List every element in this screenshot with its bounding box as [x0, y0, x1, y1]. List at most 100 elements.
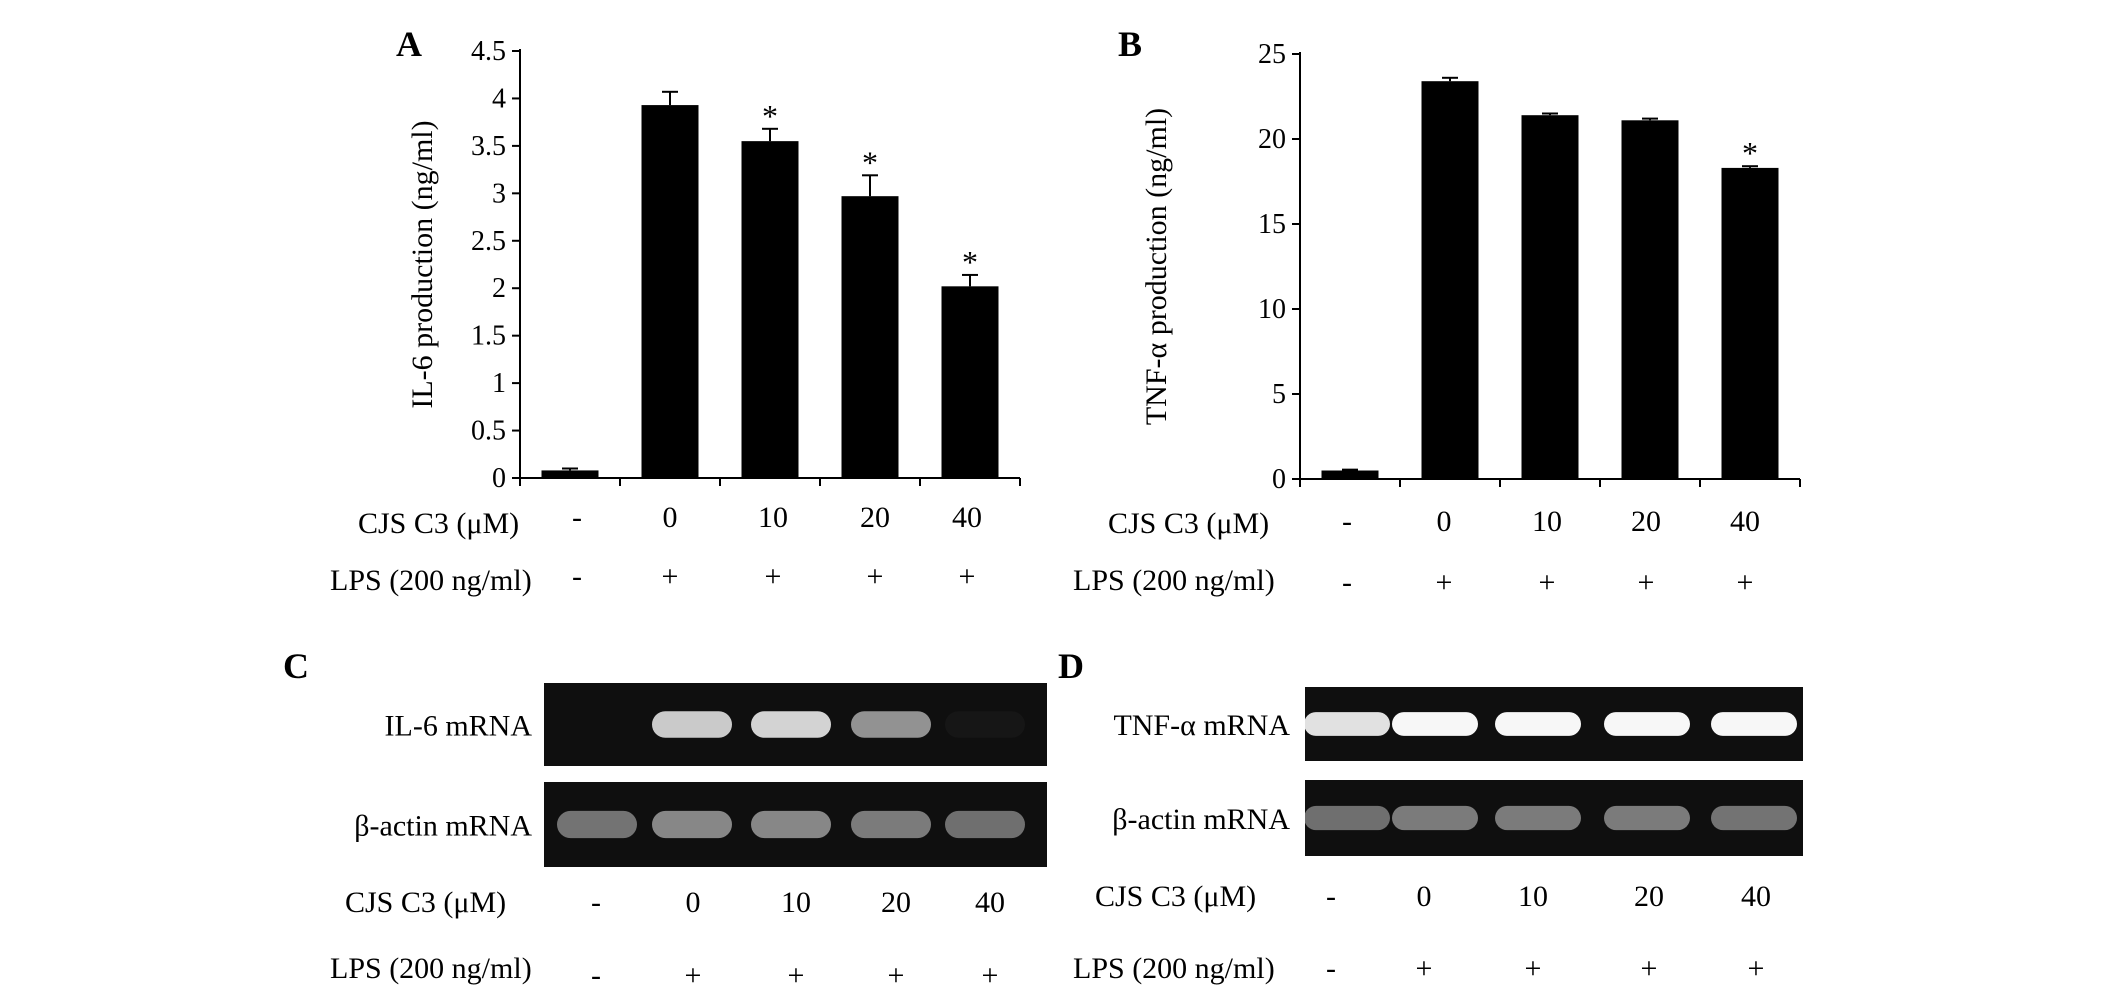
lps-condition-value: +	[1436, 566, 1453, 599]
cjs-condition-value: 10	[781, 886, 811, 919]
bar	[1721, 167, 1779, 479]
bar	[741, 141, 799, 478]
lps-row-label-c: LPS (200 ng/ml)	[330, 952, 532, 985]
gel-band	[1711, 712, 1797, 736]
gel-band-label: IL-6 mRNA	[385, 710, 533, 743]
cjs-row-label-a: CJS C3 (μM)	[358, 507, 519, 540]
bar	[641, 105, 699, 478]
y-tick-label: 4.5	[471, 36, 506, 67]
panel-label-d: D	[1058, 646, 1084, 686]
y-tick-label: 4	[492, 83, 506, 114]
bar	[1421, 81, 1479, 479]
cjs-condition-value: 10	[1532, 505, 1562, 538]
y-axis-label: IL-6 production (ng/ml)	[406, 120, 439, 408]
y-tick-label: 15	[1258, 209, 1286, 240]
lps-condition-value: +	[1638, 566, 1655, 599]
tnf-bar-chart: 0 5 10 15 20 25 * TNF-α production (ng/ml)	[1140, 39, 1801, 495]
bar	[841, 196, 899, 478]
gel-band	[945, 711, 1025, 738]
gel-band	[1392, 805, 1478, 831]
gel-band	[751, 711, 831, 738]
panel-label-c: C	[283, 646, 309, 686]
cjs-condition-value: 10	[758, 501, 788, 534]
lps-condition-value: -	[1342, 566, 1352, 599]
lps-condition-value: +	[1641, 952, 1658, 985]
significance-star: *	[1742, 135, 1758, 171]
y-tick-label: 0.5	[471, 416, 506, 447]
lps-condition-value: +	[867, 560, 884, 593]
gel-c: IL-6 mRNA β-actin mRNA	[354, 683, 1047, 867]
y-tick-label: 0	[492, 463, 506, 494]
cjs-condition-value: 20	[881, 886, 911, 919]
significance-star: *	[862, 144, 878, 180]
bar	[1321, 470, 1379, 479]
cjs-row-label-b: CJS C3 (μM)	[1108, 507, 1269, 540]
y-tick-label: 5	[1272, 379, 1286, 410]
gel-band	[751, 810, 831, 839]
lps-condition-value: +	[959, 560, 976, 593]
cjs-condition-value: 0	[1417, 880, 1432, 913]
y-tick-label: 25	[1258, 39, 1286, 70]
gel-band	[652, 711, 732, 738]
condition-rows-d: - 0 10 20 40 - + + + +	[1326, 880, 1771, 985]
gel-band	[652, 810, 732, 839]
cjs-condition-value: 40	[952, 501, 982, 534]
condition-rows-c: - 0 10 20 40 - + + + +	[591, 886, 1005, 992]
gel-band	[1711, 805, 1797, 831]
cjs-condition-value: 10	[1518, 880, 1548, 913]
y-tick-label: 3	[492, 178, 506, 209]
cjs-condition-value: 20	[1634, 880, 1664, 913]
gel-band	[1604, 805, 1690, 831]
cjs-condition-value: -	[591, 886, 601, 919]
lps-row-label-d: LPS (200 ng/ml)	[1073, 952, 1275, 985]
cjs-condition-value: -	[572, 501, 582, 534]
cjs-condition-value: 0	[1437, 505, 1452, 538]
bar	[1521, 115, 1579, 479]
y-tick-label: 0	[1272, 464, 1286, 495]
lps-row-label-b: LPS (200 ng/ml)	[1073, 564, 1275, 597]
cjs-condition-value: -	[1326, 880, 1336, 913]
significance-star: *	[962, 244, 978, 280]
gel-band	[851, 810, 931, 839]
cjs-condition-value: 40	[975, 886, 1005, 919]
cjs-condition-value: 40	[1741, 880, 1771, 913]
cjs-condition-value: 40	[1730, 505, 1760, 538]
cjs-row-label-d: CJS C3 (μM)	[1095, 880, 1256, 913]
y-tick-label: 2.5	[471, 226, 506, 257]
cjs-condition-value: -	[1342, 505, 1352, 538]
lps-condition-value: +	[685, 959, 702, 992]
lps-condition-value: +	[662, 560, 679, 593]
lps-condition-value: +	[1539, 566, 1556, 599]
y-axis-label: TNF-α production (ng/ml)	[1140, 108, 1173, 425]
y-tick-label: 3.5	[471, 131, 506, 162]
gel-band	[1304, 805, 1390, 831]
lps-condition-value: -	[1326, 952, 1336, 985]
gel-d: TNF-α mRNA β-actin mRNA	[1112, 687, 1803, 856]
lps-condition-value: +	[1416, 952, 1433, 985]
bar	[541, 470, 599, 478]
lps-condition-value: +	[982, 959, 999, 992]
gel-band-label: β-actin mRNA	[1112, 803, 1290, 836]
condition-rows-a: - 0 10 20 40 - + + + +	[572, 501, 982, 593]
panel-label-a: A	[396, 24, 422, 64]
lps-condition-value: +	[788, 959, 805, 992]
lps-condition-value: +	[1748, 952, 1765, 985]
condition-rows-b: - 0 10 20 40 - + + + +	[1342, 505, 1760, 599]
cjs-row-label-c: CJS C3 (μM)	[345, 886, 506, 919]
gel-band	[1495, 712, 1581, 736]
lps-condition-value: -	[591, 959, 601, 992]
gel-band	[1392, 712, 1478, 736]
lps-condition-value: +	[1737, 566, 1754, 599]
lps-condition-value: -	[572, 560, 582, 593]
gel-band-label: TNF-α mRNA	[1113, 709, 1290, 742]
gel-lane-box	[1305, 780, 1803, 856]
gel-band	[945, 810, 1025, 839]
lps-condition-value: +	[1525, 952, 1542, 985]
panel-label-b: B	[1118, 24, 1142, 64]
lps-condition-value: +	[888, 959, 905, 992]
y-tick-label: 20	[1258, 124, 1286, 155]
cjs-condition-value: 20	[860, 501, 890, 534]
significance-star: *	[762, 98, 778, 134]
cjs-condition-value: 0	[686, 886, 701, 919]
